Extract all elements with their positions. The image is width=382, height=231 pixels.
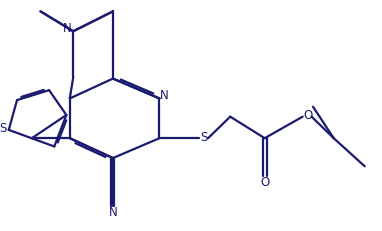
Text: S: S [201,131,208,144]
Text: N: N [63,22,72,35]
Text: S: S [0,122,6,135]
Text: O: O [260,176,269,189]
Text: O: O [303,109,312,122]
Text: N: N [108,206,117,219]
Text: N: N [160,89,169,102]
